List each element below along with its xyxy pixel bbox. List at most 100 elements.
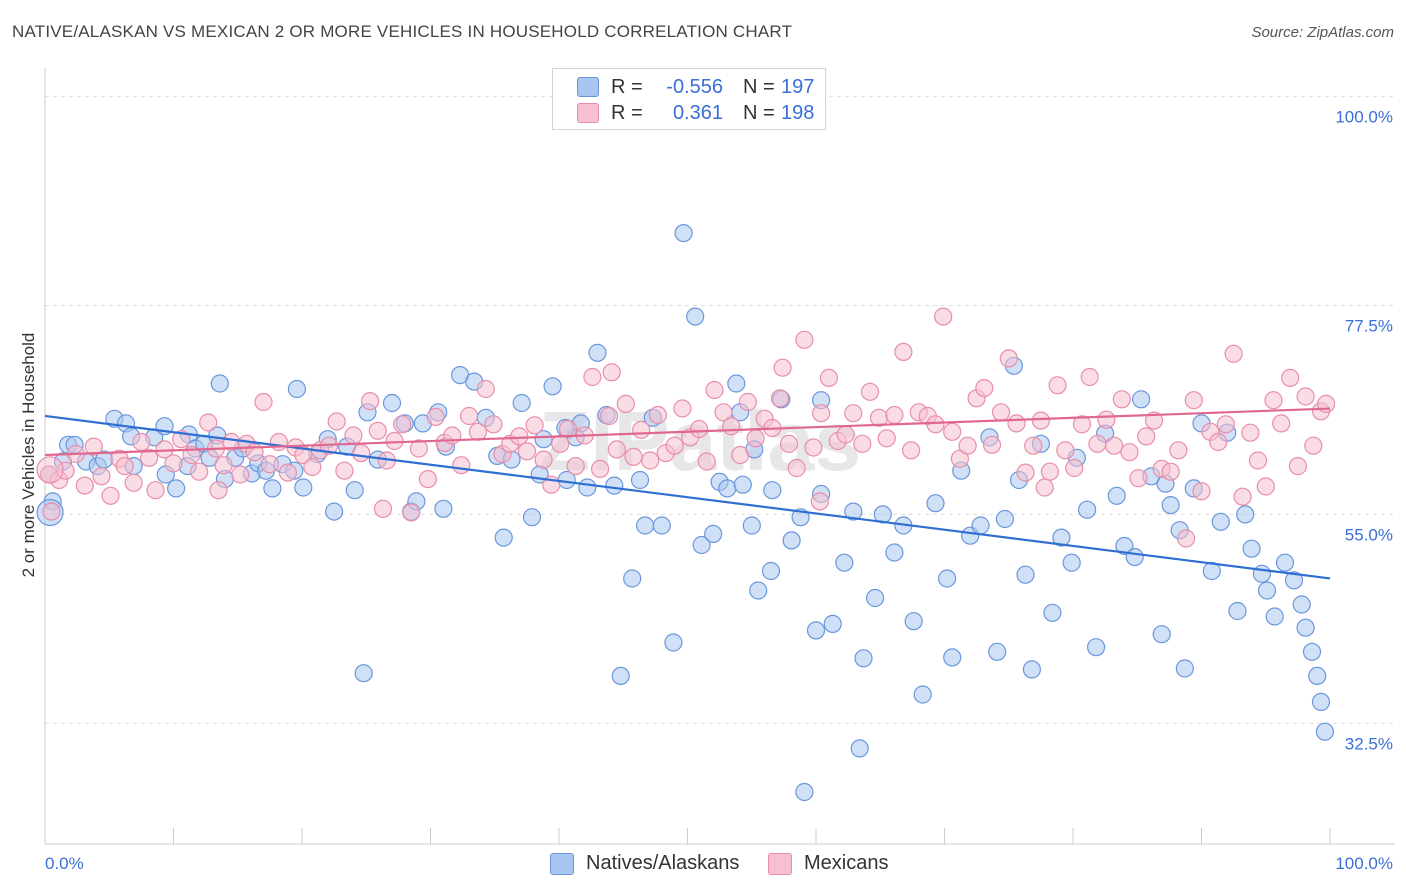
point-natives [1252,564,1272,583]
point-natives [913,685,932,704]
trend-line-natives [44,414,1331,580]
point-mexicans [1264,391,1283,410]
legend-n-label: N = [743,101,775,124]
point-mexicans [1224,344,1243,363]
point-natives [1052,528,1071,547]
point-mexicans [452,456,471,475]
point-mexicans [92,467,111,486]
point-natives [1315,722,1335,741]
point-mexicans [278,463,297,482]
point-mexicans [583,367,602,387]
point-natives [623,569,642,588]
point-natives [1265,607,1284,626]
y-tick-label: 55.0% [1345,525,1393,544]
point-mexicans [132,432,151,452]
point-mexicans [714,403,733,422]
point-mexicans [901,441,921,460]
point-mexicans [1040,462,1060,481]
point-mexicans [385,431,404,451]
chart-title: NATIVE/ALASKAN VS MEXICAN 2 OR MORE VEHI… [12,22,793,41]
point-mexicans [1241,423,1260,442]
y-tick-label: 32.5% [1345,734,1393,753]
point-natives [1115,536,1134,556]
point-mexicans [418,470,437,489]
point-natives [635,516,655,535]
point-natives [652,516,671,535]
trend-line-mexicans [44,407,1331,457]
legend-r-label: R = [611,75,643,98]
point-natives [692,535,711,555]
point-mexicans [810,492,830,511]
point-natives [904,612,923,631]
point-mexicans [811,404,831,423]
point-natives [494,528,513,547]
point-mexicans [746,429,765,448]
point-natives [522,508,542,527]
point-natives [733,475,752,494]
point-natives [1275,553,1295,572]
bottom-legend-label-mexicans: Mexicans [804,852,889,874]
point-natives [1302,642,1322,661]
legend-n-value: 197 [781,75,815,98]
point-mexicans [199,413,218,432]
point-mexicans [214,456,233,475]
point-mexicans [361,392,380,411]
point-mexicans [517,442,537,461]
point-mexicans [1192,482,1211,501]
point-natives [630,470,650,490]
bottom-legend: Natives/Alaskans Mexicans [0,852,1406,878]
point-natives [1311,692,1331,712]
point-mexicans [877,429,896,448]
point-natives [926,494,945,513]
legend-row-mexicans: R = 0.361 N = 198 [577,100,814,126]
point-mexicans [1256,477,1275,496]
point-natives [434,499,453,518]
x-tick-label: 0.0% [45,854,84,873]
point-mexicans [1088,434,1107,453]
point-mexicans [566,457,585,476]
point-natives [1236,505,1255,524]
point-mexicans [84,437,103,456]
point-natives [943,648,962,667]
legend-n-label: N = [743,75,775,98]
point-natives [988,642,1007,661]
point-mexicans [1216,415,1236,434]
point-natives [325,502,344,521]
point-natives [1161,496,1180,515]
point-mexicans [722,417,741,436]
point-mexicans [770,389,790,408]
point-natives [543,377,562,396]
legend-box: R = -0.556 N = 197 R = 0.361 N = 198 [552,68,826,130]
point-natives [937,569,957,588]
point-mexicans [115,457,134,476]
point-mexicans [190,462,209,481]
legend-row-natives: R = -0.556 N = 197 [577,74,814,100]
point-natives [1062,553,1081,572]
point-mexicans [1176,529,1196,548]
point-mexicans [599,406,619,426]
point-natives [512,393,531,413]
bottom-legend-label-natives: Natives/Alaskans [586,852,740,874]
point-mexicans [172,430,191,449]
point-mexicans [1184,391,1203,410]
point-mexicans [1097,410,1116,429]
point-mexicans [1129,469,1148,488]
point-mexicans [804,438,823,457]
point-mexicans [1169,441,1188,460]
tick-labels: 32.5% 55.0% 77.5% 100.0% 0.0% 100.0% [45,108,1393,873]
point-mexicans [260,455,279,474]
point-mexicans [934,307,953,326]
point-mexicans [982,435,1002,454]
point-mexicans [56,461,75,480]
point-natives [578,478,597,497]
point-mexicans [1007,414,1026,433]
point-natives [1175,659,1194,678]
point-mexicans [926,415,945,434]
point-natives [382,393,402,413]
point-natives [1086,638,1106,657]
point-mexicans [1161,462,1180,481]
point-natives [1284,571,1304,590]
point-mexicans [335,461,354,480]
point-natives [704,524,723,544]
